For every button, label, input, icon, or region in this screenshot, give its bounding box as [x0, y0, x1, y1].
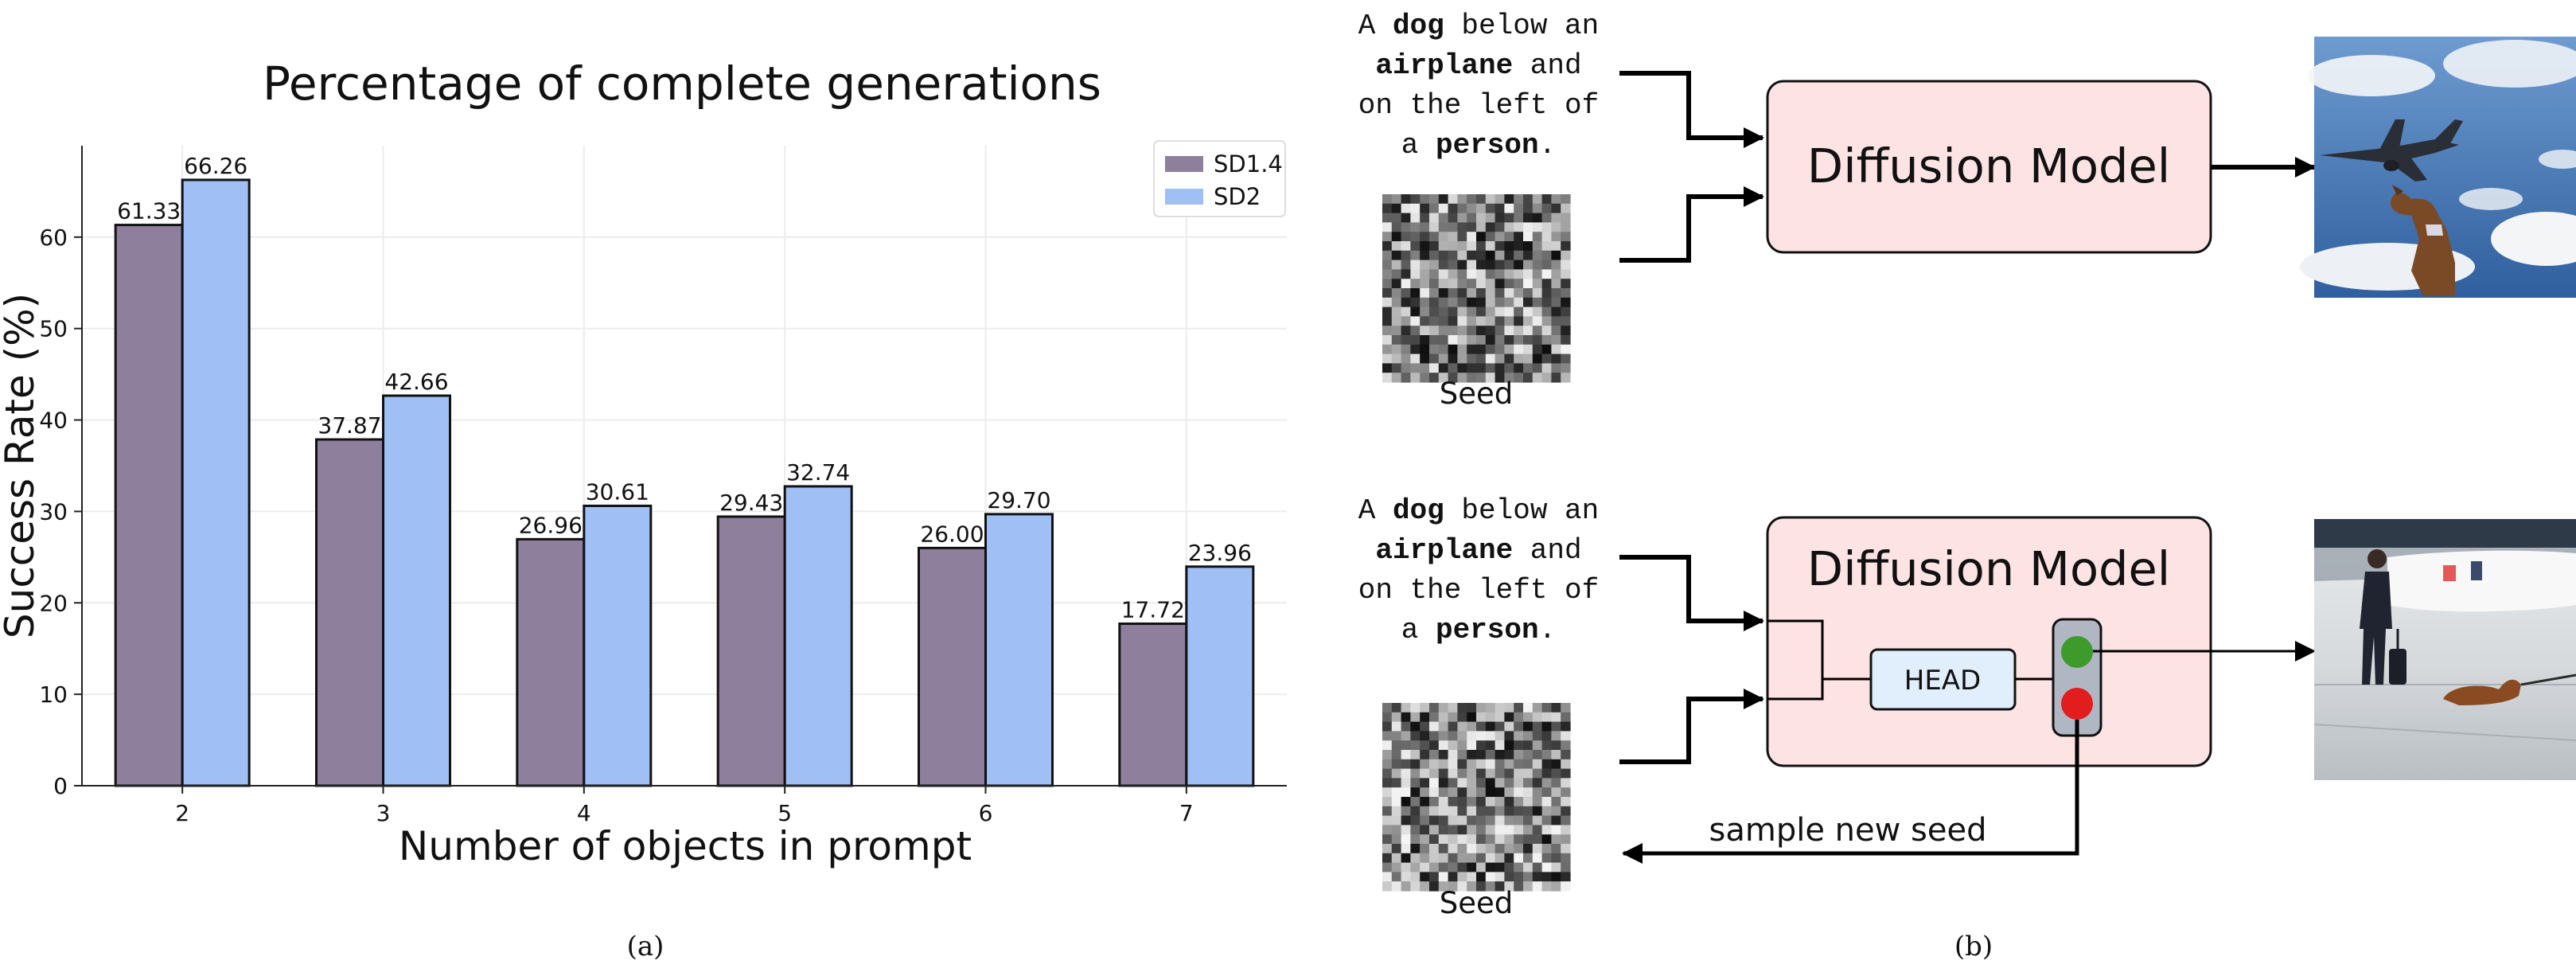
bar-value-label: 26.00: [920, 521, 984, 547]
bar-sd14-6: [918, 546, 987, 787]
bar-sd14-2: [114, 224, 184, 787]
y-tick-label: 20: [39, 590, 68, 616]
prompt-arrow-top: [1619, 71, 1764, 148]
generated-image-top: [2300, 37, 2576, 298]
bar-value-label: 32.74: [786, 459, 850, 486]
head-input-wire: [1767, 619, 1824, 701]
chart-bars: [114, 178, 1255, 787]
red-light-icon: [2061, 688, 2093, 720]
head-label: HEAD: [1904, 665, 1982, 697]
x-tick-label: 6: [979, 800, 993, 826]
y-axis-label: Success Rate (%): [0, 293, 43, 638]
legend-swatch-sd14: [1165, 156, 1203, 172]
seed-arrow-bottom: [1619, 689, 1764, 764]
bar-value-label: 66.26: [184, 153, 247, 179]
prompt-text-top: A dog below an airplane and on the left of…: [1358, 10, 1599, 162]
y-tick-label: 60: [39, 224, 68, 251]
bar-value-label: 29.43: [719, 490, 783, 516]
x-tick-label: 4: [577, 800, 591, 826]
bar-sd14-3: [315, 438, 384, 787]
bar-sd2-4: [583, 504, 653, 787]
y-tick-label: 50: [39, 316, 68, 342]
pipeline-diagram: A dog below an airplane and on the left of…: [1358, 10, 2576, 962]
seed-label-top: Seed: [1440, 377, 1514, 411]
legend-label-sd2: SD2: [1214, 183, 1261, 210]
seed-arrow-top: [1619, 186, 1764, 263]
generated-image-bottom: [2313, 519, 2576, 780]
legend-label-sd14: SD1.4: [1214, 150, 1283, 178]
bar-sd14-5: [716, 515, 786, 787]
bar-value-label: 29.70: [987, 487, 1050, 513]
seed-label-bottom: Seed: [1440, 886, 1514, 920]
chart-legend: SD1.4 SD2: [1153, 140, 1286, 217]
bar-value-label: 23.96: [1188, 540, 1252, 566]
legend-swatch-sd2: [1165, 189, 1203, 205]
bar-value-label: 26.96: [519, 512, 583, 538]
bar-chart: Percentage of complete generations 61.33…: [0, 57, 1287, 962]
diffusion-model-label-top: Diffusion Model: [1807, 139, 2170, 193]
bar-sd2-3: [382, 394, 451, 787]
bar-value-label: 37.87: [318, 412, 381, 439]
y-tick-label: 10: [39, 681, 68, 708]
y-tick-label: 40: [39, 408, 68, 434]
resample-label: sample new seed: [1709, 812, 1987, 849]
x-axis-label: Number of objects in prompt: [399, 823, 972, 869]
green-light-icon: [2061, 636, 2093, 668]
bar-value-label: 30.61: [586, 478, 649, 505]
bar-sd2-2: [181, 178, 251, 787]
chart-axes: 0 10 20 30 40 50 60 2 3 4 5 6 7: [39, 146, 1287, 826]
caption-a: (a): [627, 931, 664, 962]
prompt-arrow-bottom: [1619, 555, 1764, 631]
bar-sd14-4: [516, 537, 586, 787]
resample-arrow: [1622, 720, 2079, 864]
seed-noise-top: [1382, 194, 1571, 383]
x-tick-label: 2: [175, 800, 189, 826]
seed-noise-bottom: [1382, 703, 1571, 892]
x-tick-label: 3: [376, 800, 391, 826]
diffusion-model-label-bottom: Diffusion Model: [1807, 541, 2170, 596]
x-tick-label: 5: [777, 800, 792, 826]
chart-title: Percentage of complete generations: [263, 57, 1101, 111]
bar-sd2-6: [984, 513, 1054, 787]
bar-value-label: 17.72: [1121, 596, 1185, 623]
bar-value-label: 61.33: [117, 198, 181, 224]
prompt-text-bottom: A dog below an airplane and on the left of…: [1358, 494, 1599, 646]
y-tick-label: 30: [39, 498, 68, 525]
bar-sd14-7: [1118, 622, 1188, 787]
x-tick-label: 7: [1179, 800, 1194, 826]
chart-grid: [82, 146, 1287, 786]
bar-sd2-5: [783, 485, 853, 787]
y-tick-label: 0: [53, 773, 68, 799]
bar-value-label: 42.66: [384, 369, 448, 395]
bar-sd2-7: [1185, 565, 1255, 787]
caption-b: (b): [1954, 931, 1993, 962]
